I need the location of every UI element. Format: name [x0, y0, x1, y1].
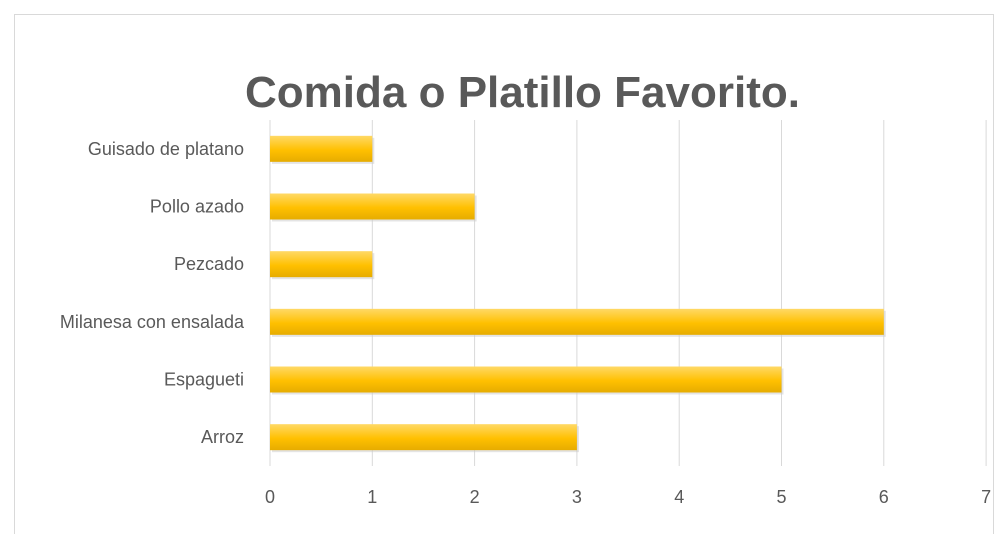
- x-tick-label: 4: [674, 487, 684, 507]
- x-tick-label: 0: [265, 487, 275, 507]
- bar-chart: Guisado de platano Pollo azado Pezcado Mila…: [60, 120, 991, 507]
- bars: [270, 135, 886, 453]
- x-tick-label: 7: [981, 487, 991, 507]
- x-tick-label: 6: [879, 487, 889, 507]
- category-labels: Guisado de platano Pollo azado Pezcado Mila…: [60, 139, 245, 447]
- x-tick-label: 1: [367, 487, 377, 507]
- category-label: Pezcado: [174, 254, 244, 274]
- x-axis-ticks: 0 1 2 3 4 5 6 7: [265, 487, 991, 507]
- bar: [270, 193, 475, 220]
- category-label: Pollo azado: [150, 197, 244, 217]
- category-label: Espagueti: [164, 370, 244, 390]
- category-label: Guisado de platano: [88, 139, 244, 159]
- chart-title: Comida o Platillo Favorito.: [245, 68, 800, 117]
- bar: [270, 366, 782, 393]
- x-tick-label: 3: [572, 487, 582, 507]
- gridlines: [269, 120, 987, 466]
- bar: [270, 135, 373, 162]
- bar: [270, 308, 884, 335]
- bar: [270, 424, 577, 451]
- chart-frame: [14, 14, 994, 534]
- category-label: Milanesa con ensalada: [60, 312, 245, 332]
- x-tick-label: 2: [470, 487, 480, 507]
- x-tick-label: 5: [776, 487, 786, 507]
- bar: [270, 251, 373, 278]
- category-label: Arroz: [201, 427, 244, 447]
